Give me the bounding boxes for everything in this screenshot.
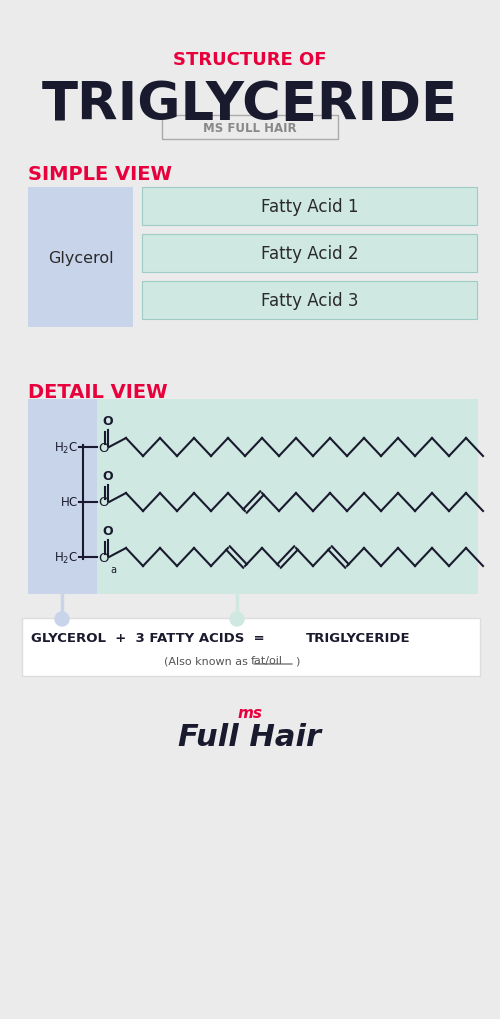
Text: GLYCEROL  +  3 FATTY ACIDS  =: GLYCEROL + 3 FATTY ACIDS = [31, 632, 265, 645]
Text: $\rm H_2C$: $\rm H_2C$ [54, 550, 78, 565]
Text: STRUCTURE OF: STRUCTURE OF [174, 51, 327, 69]
Text: MS FULL HAIR: MS FULL HAIR [203, 121, 297, 135]
Text: O: O [102, 415, 114, 428]
Text: TRIGLYCERIDE: TRIGLYCERIDE [42, 78, 458, 130]
Text: Glycerol: Glycerol [48, 251, 114, 265]
Text: a: a [110, 565, 116, 575]
Text: fat/oil: fat/oil [251, 655, 283, 665]
Bar [142, 187, 477, 226]
Text: O: O [102, 525, 114, 537]
Text: (Also known as: (Also known as [164, 655, 251, 665]
Text: ): ) [295, 655, 300, 665]
Text: Fatty Acid 3: Fatty Acid 3 [261, 291, 358, 310]
Text: Fatty Acid 1: Fatty Acid 1 [261, 198, 358, 216]
Text: DETAIL VIEW: DETAIL VIEW [28, 382, 168, 401]
Text: Full Hair: Full Hair [178, 722, 322, 752]
Text: $\rm O$: $\rm O$ [98, 551, 110, 564]
Text: $\rm O$: $\rm O$ [98, 496, 110, 510]
Text: SIMPLE VIEW: SIMPLE VIEW [28, 165, 172, 184]
Circle shape [230, 612, 244, 627]
Bar [142, 234, 477, 273]
Bar [142, 281, 477, 320]
Bar [28, 187, 133, 328]
Text: TRIGLYCERIDE: TRIGLYCERIDE [306, 632, 410, 645]
Text: ms: ms [238, 705, 262, 719]
Text: O: O [102, 470, 114, 483]
Bar [22, 619, 480, 677]
Text: $\rm H_2C$: $\rm H_2C$ [54, 440, 78, 455]
Bar [28, 399, 478, 594]
Circle shape [55, 612, 69, 627]
Text: $\rm O$: $\rm O$ [98, 441, 110, 454]
Text: $\rm HC$: $\rm HC$ [60, 496, 78, 510]
Bar [97, 399, 478, 594]
Bar [162, 116, 338, 140]
Text: Fatty Acid 2: Fatty Acid 2 [261, 245, 358, 263]
